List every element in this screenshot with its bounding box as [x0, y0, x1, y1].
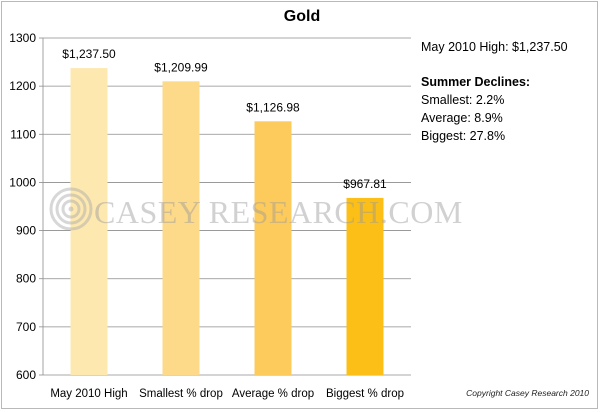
data-label: $1,237.50 — [62, 47, 116, 61]
chart-title: Gold — [283, 8, 321, 25]
summer-declines-heading: Summer Declines: — [421, 75, 531, 89]
copyright-notice: Copyright Casey Research 2010 — [466, 388, 589, 398]
bar — [162, 81, 200, 376]
bar — [254, 121, 292, 375]
y-tick-label: 1200 — [9, 79, 36, 93]
bar — [346, 197, 384, 375]
x-tick-label: Average % drop — [232, 388, 314, 400]
y-tick-label: 900 — [16, 224, 36, 238]
y-tick-label: 1100 — [10, 127, 36, 141]
average-decline: Average: 8.9% — [421, 111, 503, 125]
data-label: $1,126.98 — [246, 100, 300, 114]
x-tick-label: May 2010 High — [50, 388, 127, 400]
y-tick-label: 1300 — [9, 31, 36, 45]
data-label: $1,209.99 — [154, 60, 208, 74]
y-tick-label: 600 — [16, 368, 36, 382]
biggest-decline: Biggest: 27.8% — [421, 129, 506, 143]
x-tick-label: Smallest % drop — [139, 388, 223, 400]
y-tick-label: 800 — [16, 272, 36, 286]
smallest-decline: Smallest: 2.2% — [421, 93, 505, 107]
bar — [70, 68, 108, 375]
may-high-summary: May 2010 High: $1,237.50 — [421, 40, 568, 54]
data-label: $967.81 — [343, 177, 387, 191]
x-tick-label: Biggest % drop — [326, 388, 404, 400]
y-tick-label: 1000 — [9, 175, 36, 189]
y-tick-label: 700 — [16, 320, 36, 334]
